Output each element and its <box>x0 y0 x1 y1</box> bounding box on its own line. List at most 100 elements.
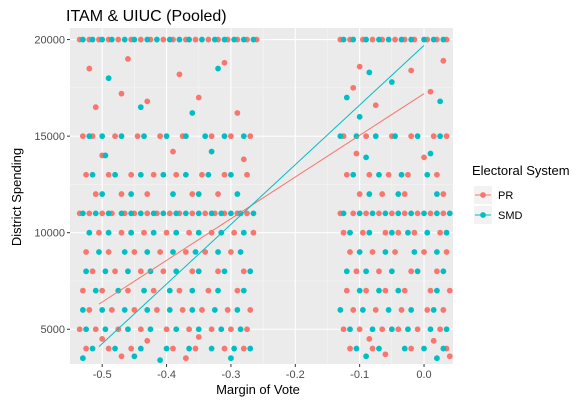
data-point <box>247 307 254 313</box>
y-tick-label: 5000 <box>41 324 65 336</box>
fit-lines <box>98 45 425 347</box>
data-point <box>434 171 440 178</box>
data-point <box>121 307 128 313</box>
data-point <box>347 345 353 352</box>
data-point <box>92 210 99 217</box>
data-point <box>221 268 228 275</box>
data-point <box>446 210 453 217</box>
data-point <box>231 229 238 236</box>
y-tick-label: 15000 <box>34 131 65 143</box>
data-point <box>112 345 118 352</box>
data-point <box>92 326 99 333</box>
x-tick-label: -0.5 <box>93 369 112 381</box>
data-point <box>144 98 151 105</box>
data-point <box>89 171 96 178</box>
data-point <box>366 69 373 76</box>
data-point <box>350 210 357 217</box>
data-point <box>128 171 135 178</box>
data-point <box>382 287 389 294</box>
data-point <box>392 133 398 140</box>
data-point <box>83 345 89 352</box>
data-point <box>414 210 421 217</box>
data-point <box>228 326 234 333</box>
data-point <box>434 268 440 275</box>
data-point <box>202 249 209 255</box>
data-point <box>79 355 86 362</box>
data-point <box>434 210 440 217</box>
data-point <box>347 326 353 333</box>
data-point <box>408 133 415 140</box>
data-point <box>108 36 115 43</box>
data-point <box>202 210 209 217</box>
data-point <box>430 337 437 344</box>
data-point <box>86 210 93 217</box>
data-point <box>182 249 189 255</box>
data-point <box>350 36 357 43</box>
data-point <box>337 133 344 140</box>
data-point <box>250 210 257 217</box>
data-point <box>424 171 431 178</box>
x-tick-label: -0.4 <box>157 369 176 381</box>
data-point <box>369 210 376 217</box>
data-point <box>350 84 357 91</box>
data-point <box>434 191 440 197</box>
data-point <box>105 249 112 255</box>
data-point <box>228 133 234 140</box>
data-point <box>434 355 440 362</box>
data-point <box>240 36 247 43</box>
data-point <box>86 307 93 313</box>
data-point <box>427 150 434 157</box>
data-point <box>186 345 192 352</box>
data-point <box>186 36 192 43</box>
data-point <box>182 133 189 140</box>
data-point <box>215 268 221 275</box>
data-point <box>398 36 405 43</box>
y-tick-label: 20000 <box>34 35 65 47</box>
data-point <box>131 353 138 360</box>
data-point <box>189 210 196 217</box>
data-point <box>89 345 96 352</box>
data-point <box>182 171 189 178</box>
data-point <box>99 191 106 197</box>
data-point <box>421 249 427 255</box>
data-point <box>205 36 212 43</box>
data-point <box>173 229 180 236</box>
data-point <box>388 79 395 85</box>
data-point <box>147 326 154 333</box>
data-point <box>392 249 398 255</box>
x-tick-label: -0.2 <box>286 369 305 381</box>
data-point <box>411 229 418 236</box>
data-point <box>79 36 86 43</box>
data-point <box>215 287 221 294</box>
data-point <box>189 268 196 275</box>
data-point <box>150 287 157 294</box>
data-point <box>372 307 379 313</box>
data-point <box>392 36 398 43</box>
data-point <box>105 345 112 352</box>
data-point <box>340 210 347 217</box>
data-point <box>189 287 196 294</box>
data-point <box>205 171 212 178</box>
data-point <box>205 287 212 294</box>
data-point <box>128 191 135 197</box>
data-point <box>440 36 447 43</box>
data-point <box>211 36 218 43</box>
data-point <box>153 307 160 313</box>
data-point <box>356 249 363 255</box>
legend-point <box>480 192 486 198</box>
data-point <box>102 326 109 333</box>
data-point <box>182 210 189 217</box>
data-point <box>79 287 86 294</box>
data-point <box>382 210 389 217</box>
data-point <box>234 110 241 116</box>
data-point <box>398 307 405 313</box>
data-point <box>395 287 402 294</box>
legend-point <box>480 212 486 218</box>
data-point <box>401 191 408 197</box>
data-point <box>137 104 144 111</box>
data-point <box>99 210 106 217</box>
data-point <box>240 229 247 236</box>
data-point <box>221 133 228 140</box>
data-point <box>408 307 415 313</box>
